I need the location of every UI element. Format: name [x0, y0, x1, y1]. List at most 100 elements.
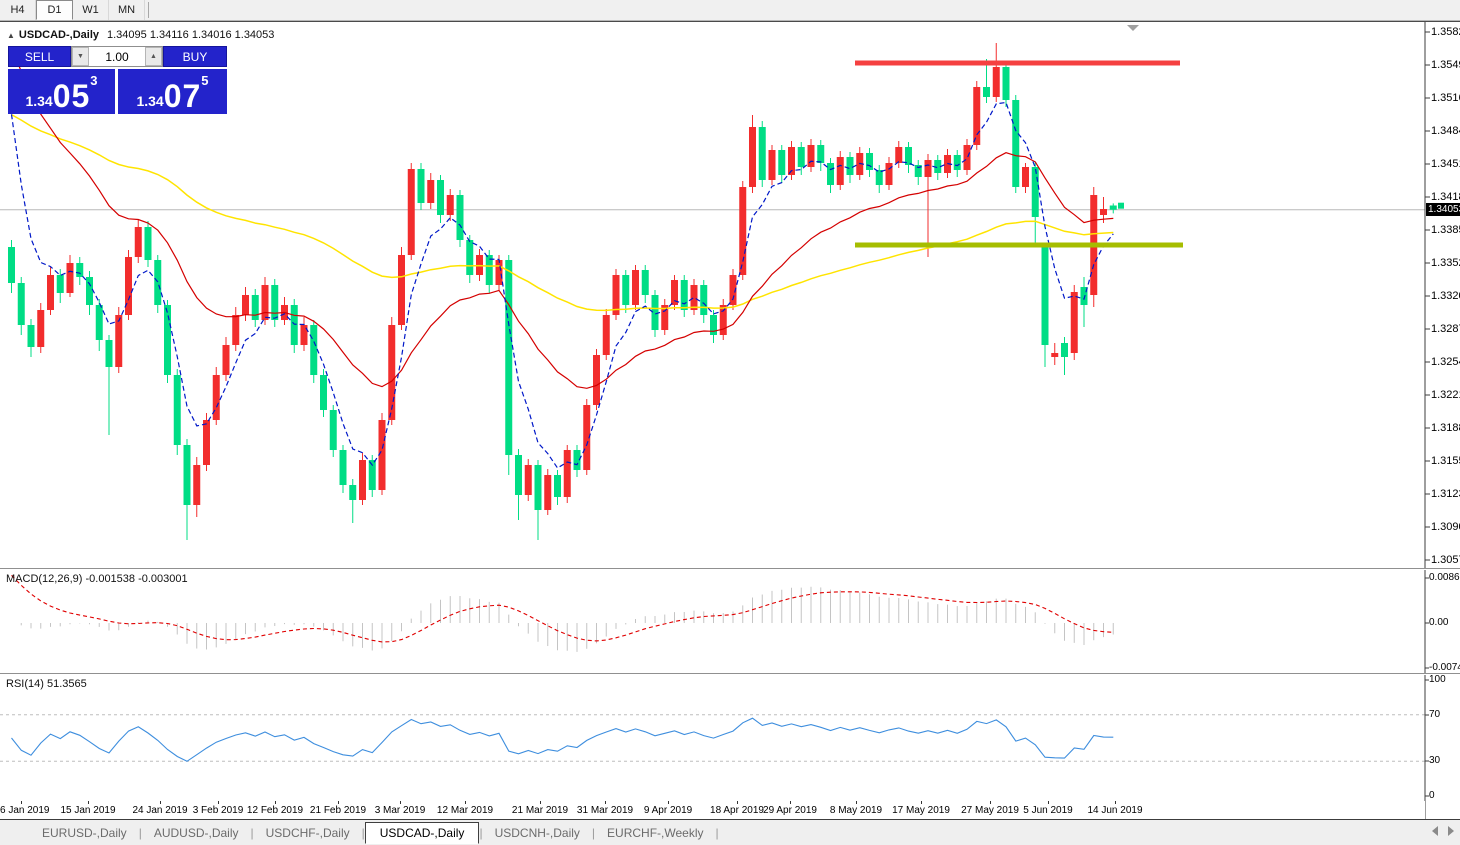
price-axis-label: 1.33200	[1431, 290, 1460, 302]
date-tick-mark	[88, 801, 89, 804]
rsi-line	[11, 717, 1114, 762]
date-axis-label: 6 Jan 2019	[0, 805, 50, 816]
price-axis-label: 1.32215	[1431, 389, 1460, 401]
date-tick-mark	[990, 801, 991, 804]
sell-button[interactable]: SELL	[8, 46, 71, 67]
date-tick-mark	[605, 801, 606, 804]
chart-window: ▲ USDCAD-,Daily 1.34095 1.34116 1.34016 1.…	[0, 21, 1460, 845]
macd-signal-line	[11, 575, 1114, 643]
price-axis-label: 1.34510	[1431, 158, 1460, 170]
volume-input[interactable]: 1.00	[105, 49, 129, 64]
macd-histogram	[20, 586, 1114, 652]
buy-price-sup: 5	[201, 73, 209, 88]
date-tick-mark	[856, 801, 857, 804]
macd-axis-label: 0.008686	[1429, 572, 1460, 583]
volume-decrease-button[interactable]: ▼	[72, 47, 89, 66]
price-axis-label: 1.34180	[1431, 191, 1460, 203]
price-axis-label: 1.30570	[1431, 554, 1460, 566]
buy-button[interactable]: BUY	[163, 46, 227, 67]
one-click-trade-panel: SELL ▼ 1.00 ▲ BUY 1.34 05 3 1.34 07 5	[8, 46, 227, 114]
tab-separator: |	[361, 826, 365, 840]
chart-tab-eurchf[interactable]: EURCHF-,Weekly	[607, 826, 704, 840]
chart-canvas[interactable]	[0, 22, 1460, 820]
tab-separator: |	[250, 826, 254, 840]
timeframe-button-mn[interactable]: MN	[109, 0, 145, 20]
date-axis-label: 21 Mar 2019	[511, 805, 569, 816]
candles-layer	[8, 43, 1117, 540]
ask-marker	[1118, 202, 1124, 209]
date-tick-mark	[400, 801, 401, 804]
tab-separator: |	[138, 826, 142, 840]
date-axis-label: 17 May 2019	[892, 805, 950, 816]
date-tick-mark	[1115, 801, 1116, 804]
date-axis-label: 3 Feb 2019	[192, 805, 244, 816]
buy-price-big: 07	[163, 78, 202, 114]
date-tick-mark	[218, 801, 219, 804]
price-axis-label: 1.31230	[1431, 488, 1460, 500]
tab-scroll-right-icon[interactable]	[1448, 826, 1454, 836]
date-axis-label: 24 Jan 2019	[132, 805, 188, 816]
date-tick-mark	[21, 801, 22, 804]
ema-mid-red-line	[10, 47, 1114, 389]
rsi-axis-label: 30	[1429, 755, 1441, 766]
ema-slow-yellow-line	[11, 113, 1114, 312]
macd-axis-label: -0.007404	[1429, 662, 1460, 673]
volume-spinner: ▼ 1.00 ▲	[71, 46, 163, 67]
rsi-axis-label: 70	[1429, 709, 1441, 720]
chart-tab-usdchf[interactable]: USDCHF-,Daily	[265, 826, 350, 840]
price-axis-label: 1.32870	[1431, 323, 1460, 335]
ema-fast-blue-line	[10, 101, 1114, 469]
chart-tab-eurusd[interactable]: EURUSD-,Daily	[42, 826, 127, 840]
date-axis-label: 18 Apr 2019	[710, 805, 764, 816]
sell-price-base: 1.34	[25, 93, 53, 109]
date-axis-label: 12 Feb 2019	[246, 805, 304, 816]
date-tick-mark	[737, 801, 738, 804]
price-axis-label: 1.34840	[1431, 125, 1460, 137]
bottom-frame-line	[0, 819, 1460, 820]
date-axis-label: 31 Mar 2019	[576, 805, 634, 816]
tab-scroll-left-icon[interactable]	[1432, 826, 1438, 836]
collapse-triangle-icon[interactable]: ▲	[7, 31, 15, 40]
rsi-axis-label: 0	[1429, 790, 1435, 801]
date-axis-label: 8 May 2019	[829, 805, 883, 816]
ohlc-readout: 1.34095 1.34116 1.34016 1.34053	[107, 29, 275, 41]
chart-tab-bar: EURUSD-,Daily | AUDUSD-,Daily | USDCHF-,Dail…	[0, 820, 1460, 845]
date-axis-label: 5 Jun 2019	[1023, 805, 1073, 816]
symbol-name: USDCAD-,Daily	[18, 29, 99, 41]
timeframe-button-w1[interactable]: W1	[73, 0, 109, 20]
current-price-tag: 1.34053	[1426, 202, 1460, 216]
tab-scroll-buttons	[1432, 826, 1454, 836]
tab-separator: |	[591, 826, 596, 840]
date-axis-label: 15 Jan 2019	[60, 805, 116, 816]
price-axis-label: 1.31555	[1431, 455, 1460, 467]
price-axis-label: 1.35495	[1431, 59, 1460, 71]
date-axis-label: 29 Apr 2019	[763, 805, 817, 816]
date-tick-mark	[160, 801, 161, 804]
date-axis-label: 14 Jun 2019	[1087, 805, 1143, 816]
date-tick-mark	[465, 801, 466, 804]
sell-price-display[interactable]: 1.34 05 3	[8, 69, 115, 114]
buy-price-display[interactable]: 1.34 07 5	[118, 69, 227, 114]
chart-tab-audusd[interactable]: AUDUSD-,Daily	[153, 826, 239, 840]
chart-title: ▲ USDCAD-,Daily 1.34095 1.34116 1.34016 1.…	[7, 29, 274, 41]
chart-tab-usdcnh[interactable]: USDCNH-,Daily	[494, 826, 580, 840]
date-tick-mark	[338, 801, 339, 804]
price-axis-label: 1.32540	[1431, 356, 1460, 368]
chart-tab-usdcad[interactable]: USDCAD-,Daily	[364, 822, 480, 844]
macd-pane-divider[interactable]	[0, 568, 1460, 570]
rsi-axis-label: 100	[1429, 674, 1446, 685]
timeframe-button-d1[interactable]: D1	[36, 0, 73, 20]
sell-price-sup: 3	[90, 73, 98, 88]
date-axis-label: 27 May 2019	[961, 805, 1019, 816]
timeframe-button-h4[interactable]: H4	[0, 0, 36, 20]
date-tick-mark	[540, 801, 541, 804]
date-tick-mark	[1048, 801, 1049, 804]
macd-axis-label: 0.00	[1429, 617, 1449, 628]
rsi-pane-divider[interactable]	[0, 673, 1460, 675]
chart-shift-triangle-icon[interactable]	[1127, 25, 1139, 31]
date-axis[interactable]: 6 Jan 2019 15 Jan 2019 24 Jan 2019 3 Feb 20…	[0, 801, 1425, 819]
date-tick-mark	[275, 801, 276, 804]
price-axis-label: 1.35825	[1431, 26, 1460, 38]
volume-increase-button[interactable]: ▲	[145, 47, 162, 66]
